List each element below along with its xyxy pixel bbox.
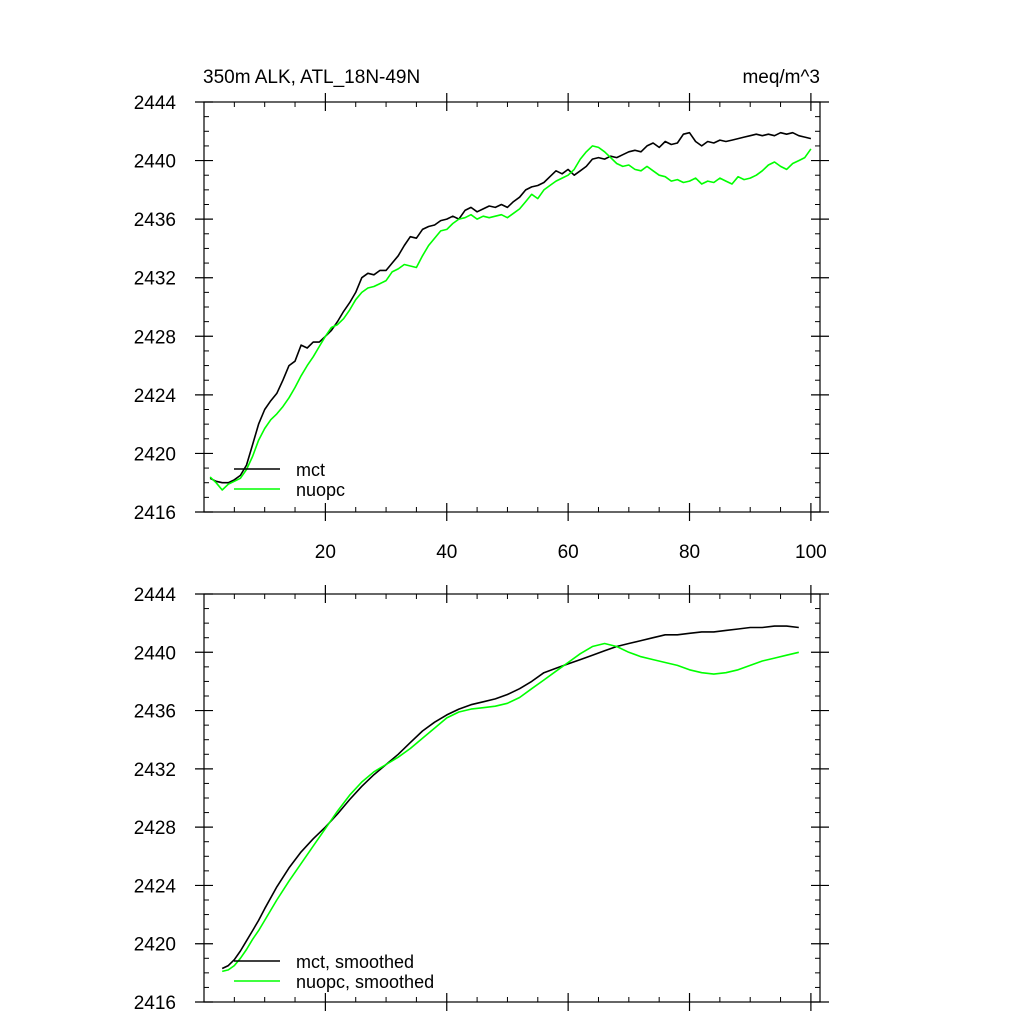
panel-top: 2416 2420 2424 2428 2432 2436 2440 2444 20 40 60 80…	[134, 93, 829, 563]
y-tick-label: 2432	[134, 269, 176, 290]
x-tick-label: 100	[795, 542, 827, 563]
y-tick-label: 2428	[134, 327, 176, 348]
y-tick-label: 2420	[134, 935, 176, 956]
y-tick-label: 2444	[134, 585, 177, 606]
x-tick-label: 80	[679, 542, 700, 563]
series-line-mct-smoothed	[221, 625, 799, 970]
legend-label-nuopc: nuopc	[296, 480, 345, 500]
y-tick-label: 2424	[134, 386, 177, 407]
series-line-nuopc	[209, 145, 812, 491]
y-tick-label: 2440	[134, 152, 176, 173]
chart-units: meq/m^3	[742, 67, 820, 88]
legend-label-nuopc-smoothed: nuopc, smoothed	[296, 972, 434, 992]
x-tick-label: 20	[315, 542, 336, 563]
x-tick-label: 60	[558, 542, 579, 563]
y-tick-label: 2440	[134, 643, 176, 664]
y-tick-label: 2436	[134, 210, 176, 231]
x-tick-label: 40	[436, 542, 457, 563]
chart-title: 350m ALK, ATL_18N-49N	[203, 67, 420, 88]
series-line-nuopc-smoothed	[222, 642, 799, 973]
y-tick-label: 2424	[134, 876, 177, 897]
plot-frame	[203, 101, 821, 513]
legend-label-mct: mct	[296, 460, 325, 480]
y-tick-label: 2436	[134, 702, 176, 723]
legend-label-mct-smoothed: mct, smoothed	[296, 952, 414, 972]
series-line-mct	[209, 131, 812, 484]
y-tick-label: 2416	[134, 503, 176, 524]
plot-frame	[203, 593, 821, 1003]
y-tick-label: 2428	[134, 818, 176, 839]
panel-bottom: 2416 2420 2424 2428 2432 2436 2440 2444 mct, smo…	[134, 585, 829, 1014]
y-tick-label: 2420	[134, 444, 176, 465]
y-tick-label: 2444	[134, 93, 177, 114]
y-tick-label: 2416	[134, 993, 176, 1014]
y-tick-label: 2432	[134, 760, 176, 781]
